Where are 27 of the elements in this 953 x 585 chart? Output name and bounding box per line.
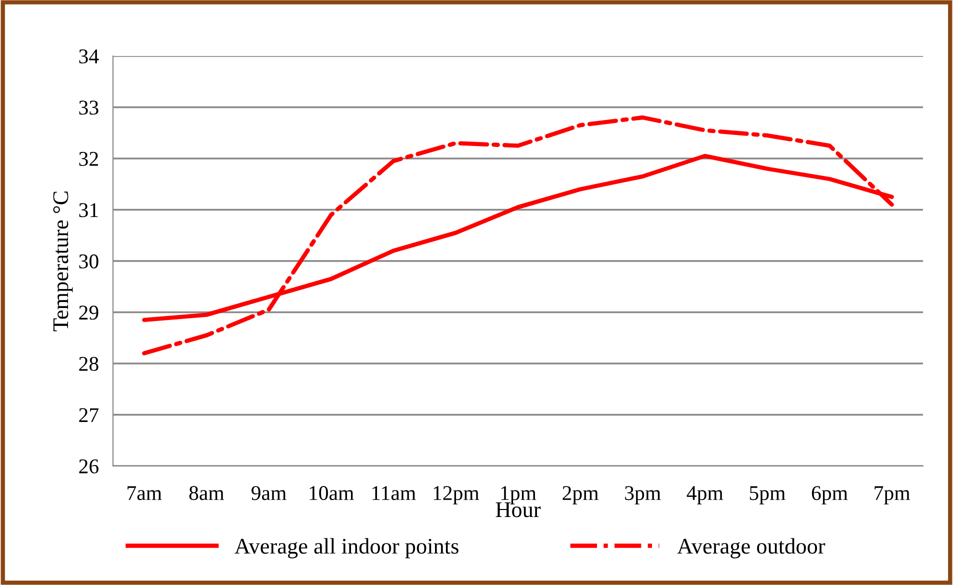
x-tick-label: 7pm: [874, 486, 910, 504]
x-tick-label: 1pm: [501, 486, 536, 504]
y-tick-label: 30: [79, 254, 98, 268]
x-tick-label: 2pm: [562, 486, 598, 504]
y-tick-label: 34: [79, 49, 99, 64]
x-tick-label: 11am: [372, 486, 416, 500]
legend-label: Average outdoor: [677, 538, 826, 558]
x-tick-label: 10am: [310, 486, 354, 500]
y-tick-label: 29: [79, 306, 98, 320]
y-tick-label: 26: [79, 459, 98, 474]
line-series: [142, 115, 894, 356]
x-tick-label: 12pm: [434, 486, 480, 504]
y-axis-title: Temperature °C: [53, 192, 73, 332]
y-tick-label: 28: [79, 356, 98, 371]
legend-label: Average all indoor points: [234, 538, 458, 558]
x-tick-label: 9am: [252, 486, 286, 500]
x-tick-label: 4pm: [686, 486, 724, 504]
y-tick-label: 31: [79, 203, 98, 218]
x-tick-label: 3pm: [625, 486, 661, 504]
x-tick-label: 6pm: [812, 486, 848, 504]
y-tick-label: 33: [79, 100, 98, 115]
y-tick-label: 27: [79, 408, 99, 422]
x-axis-title: Hour: [496, 502, 541, 518]
x-tick-label: 7am: [128, 486, 162, 500]
x-tick-label: 8am: [189, 486, 224, 500]
y-tick-label: 32: [79, 152, 98, 166]
x-tick-label: 5pm: [750, 486, 786, 504]
